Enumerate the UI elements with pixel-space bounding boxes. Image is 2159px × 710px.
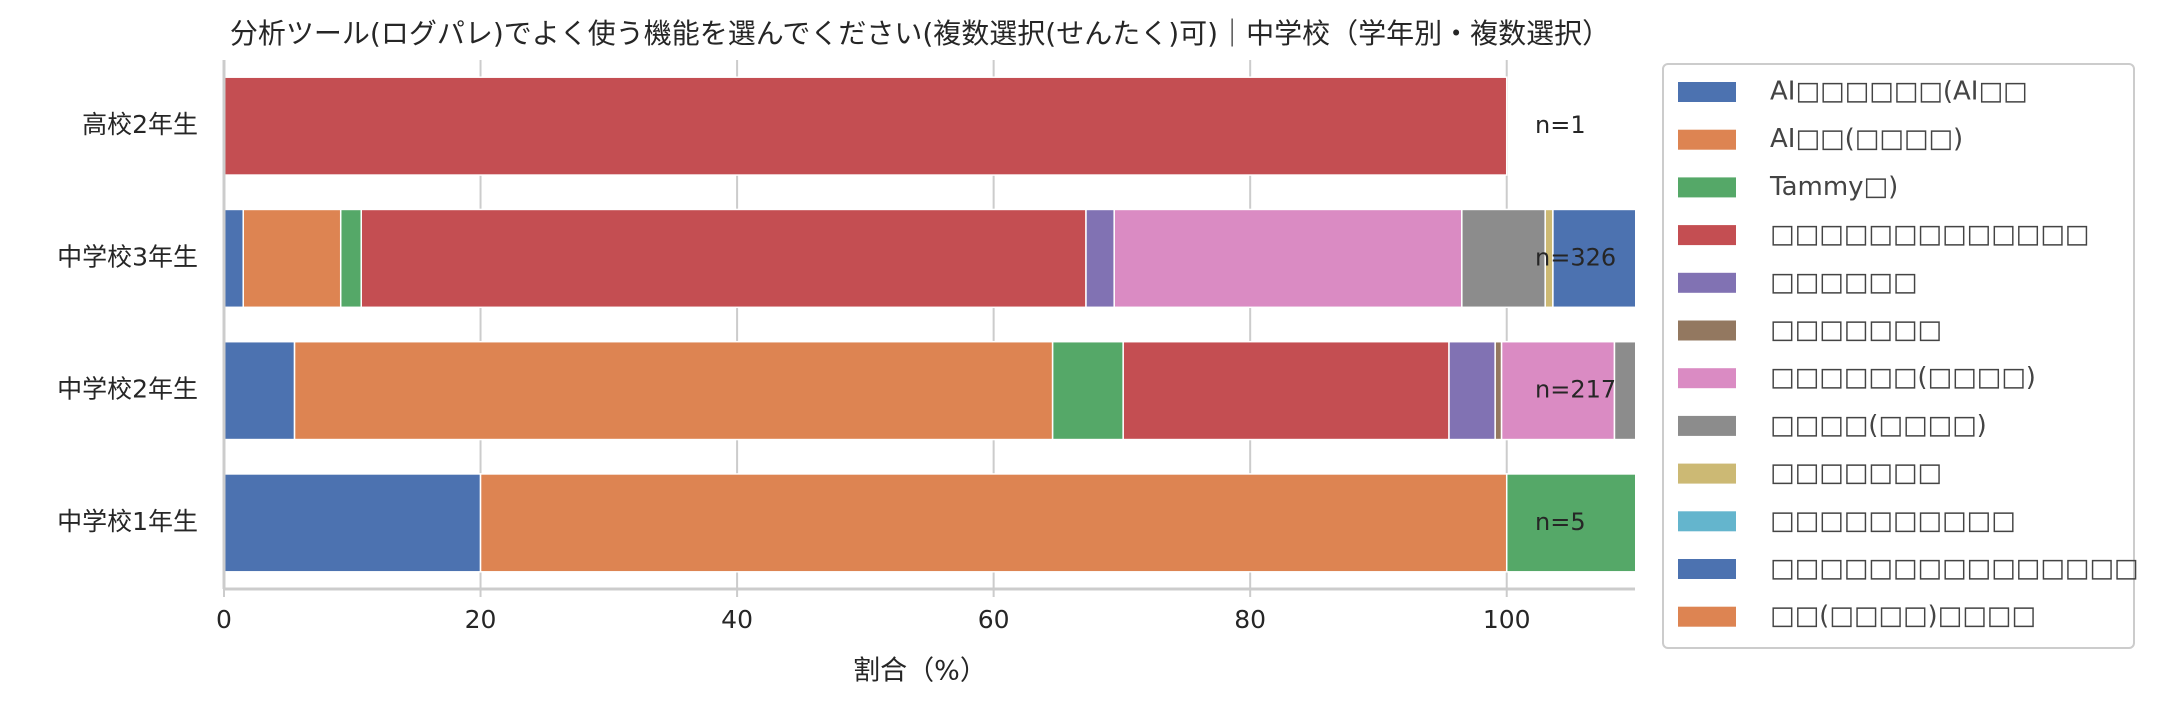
legend-swatch — [1678, 320, 1736, 341]
legend-swatch — [1678, 272, 1736, 293]
x-tick-label: 0 — [216, 605, 232, 634]
legend-swatch — [1678, 559, 1736, 579]
y-tick-label: 中学校1年生 — [57, 507, 198, 536]
x-tick-label: 60 — [978, 605, 1010, 634]
legend-label: □□□□□□ — [1770, 267, 1917, 297]
legend-swatch — [1678, 511, 1736, 532]
bar-segment — [224, 76, 1508, 176]
x-tick-label: 80 — [1234, 605, 1266, 634]
bar-segment — [1494, 340, 1503, 441]
bar-segment — [1113, 208, 1463, 309]
legend-label: Tammy□) — [1769, 172, 1898, 202]
bar-segment — [360, 208, 1087, 309]
annotation: n=1 — [1535, 111, 1586, 139]
bar-segment — [1552, 208, 1635, 309]
legend-swatch — [1678, 463, 1736, 484]
bar-segment — [1122, 340, 1450, 441]
annotation: n=326 — [1535, 243, 1616, 271]
bar-segment — [1448, 340, 1496, 441]
bar-segment — [224, 473, 482, 573]
legend-swatch — [1678, 606, 1736, 627]
legend-swatch — [1678, 415, 1736, 436]
bar-segment — [1505, 473, 1635, 573]
bar-segment — [224, 340, 296, 441]
legend-label: □□□□□□□□□□□□□ — [1770, 220, 2089, 250]
legend-label: □□□□□□(□□□□) — [1770, 363, 2036, 393]
bar-segment — [1085, 208, 1115, 309]
bar-segment — [1051, 340, 1124, 441]
y-tick-label: 中学校2年生 — [57, 375, 198, 404]
x-axis-label: 割合（%） — [853, 656, 987, 687]
x-tick-label: 20 — [465, 605, 497, 634]
bar-segment — [339, 208, 363, 309]
legend-label: □□□□□□□□□□ — [1770, 506, 2016, 536]
legend-swatch — [1678, 177, 1736, 198]
bar-segment — [1613, 340, 1635, 441]
legend-label: □□□□□□□ — [1770, 315, 1942, 345]
legend-swatch — [1678, 129, 1736, 150]
bar-segment — [224, 208, 244, 309]
y-tick-label: 中学校3年生 — [57, 242, 198, 271]
bar-segment — [242, 208, 342, 309]
legend-box — [1662, 63, 2135, 649]
bar-segment — [293, 340, 1054, 441]
legend-label: □□□□(□□□□) — [1770, 410, 1987, 440]
legend-swatch — [1678, 368, 1736, 389]
legend-label: □□(□□□□)□□□□ — [1770, 601, 2036, 631]
x-tick-label: 40 — [721, 605, 753, 634]
bar-segment — [479, 473, 1508, 573]
bar-segment — [1461, 208, 1546, 309]
annotation: n=217 — [1535, 376, 1616, 404]
legend-label: AI□□(□□□□) — [1770, 124, 1963, 154]
legend-swatch — [1678, 82, 1736, 102]
y-tick-label: 高校2年生 — [82, 110, 198, 139]
x-tick-label: 100 — [1483, 605, 1531, 634]
legend-label: □□□□□□□ — [1770, 458, 1942, 488]
chart-title: 分析ツール(ログパレ)でよく使う機能を選んでください(複数選択(せんたく)可)｜… — [230, 17, 1610, 50]
legend-label: AI□□□□□□(AI□□ — [1770, 77, 2028, 107]
legend-label: □□□□□□□□□□□□□□□ — [1770, 554, 2138, 584]
bar-segment — [1500, 340, 1616, 441]
annotation: n=5 — [1535, 508, 1586, 536]
legend-swatch — [1678, 225, 1736, 246]
